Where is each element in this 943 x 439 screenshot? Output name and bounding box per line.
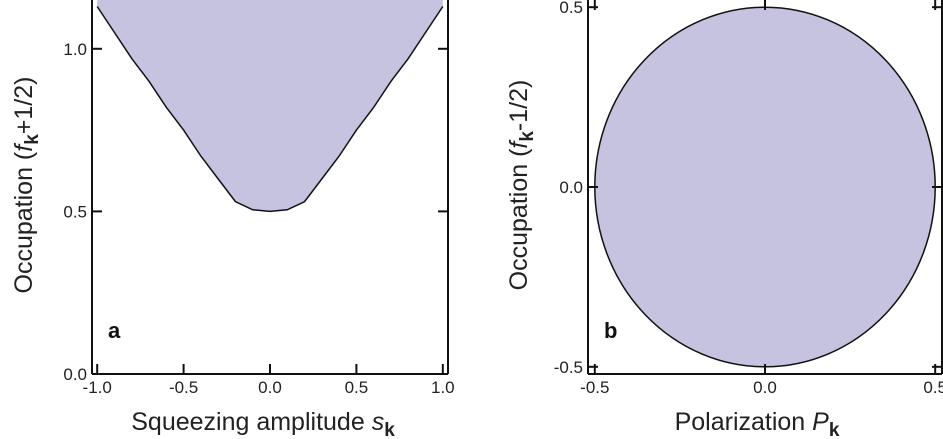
panel-a-boundary-curve (96, 6, 444, 213)
panel-a-x-tick-label: 1.0 (431, 378, 455, 397)
panel-b-x-tick-label: 0.5 (923, 378, 943, 397)
panel-a-y-tick-label: 1.0 (63, 40, 87, 59)
panel-b-y-tick-label: -0.5 (554, 358, 583, 377)
panel-a-filled-region (97, 0, 443, 212)
panel-a-y-axis-title: Occupation (fk+1/2) (10, 77, 43, 294)
panel-b-x-ticks: -0.5 0.0 0.5 (580, 0, 943, 397)
panel-a-x-axis-title: Squeezing amplitude sk (131, 408, 395, 439)
panel-a-plot-area (91, 0, 449, 375)
panel-b-x-tick-label: -0.5 (580, 378, 609, 397)
panel-b-x-axis-title: Polarization Pk (675, 408, 840, 439)
panel-b-x-tick-label: 0.0 (753, 378, 777, 397)
panel-a-x-tick-label: -1.0 (83, 378, 112, 397)
panel-a-x-tick-label: 0.0 (258, 378, 282, 397)
panel-b-y-ticks: -0.5 0.0 0.5 (554, 0, 942, 377)
panel-a-x-ticks: -1.0 -0.5 0.0 0.5 1.0 (83, 364, 455, 397)
panel-a-y-tick-label: 0.0 (63, 365, 87, 384)
panel-a: -1.0 -0.5 0.0 0.5 1.0 0.0 0.5 1.0 a Squeezing … (10, 0, 455, 439)
panel-a-y-ticks: 0.0 0.5 1.0 (63, 40, 448, 384)
panel-b-circle-region (594, 6, 936, 368)
panel-b-label: b (604, 318, 617, 343)
panel-a-x-tick-label: -0.5 (169, 378, 198, 397)
panel-b-y-axis-title: Occupation (fk-1/2) (505, 80, 538, 291)
panel-a-y-tick-label: 0.5 (63, 202, 87, 221)
panel-b-plot-area (587, 0, 943, 375)
panel-b-y-tick-label: 0.0 (559, 178, 583, 197)
panel-b: -0.5 0.0 0.5 -0.50.00.5 b Polarization Pk … (505, 0, 943, 439)
panel-a-label: a (108, 318, 121, 343)
panel-b-y-tick-label: 0.5 (559, 0, 583, 17)
panel-a-x-tick-label: 0.5 (345, 378, 369, 397)
